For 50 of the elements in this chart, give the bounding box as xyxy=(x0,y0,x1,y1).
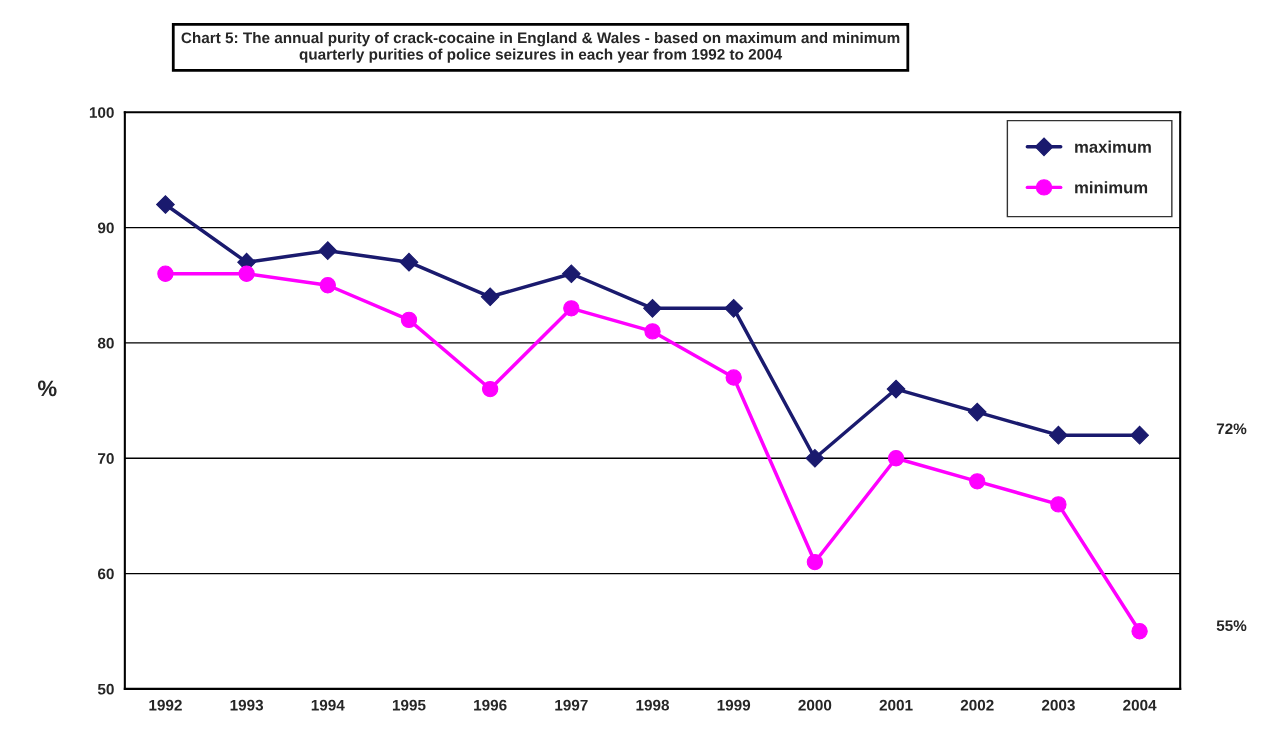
point xyxy=(643,298,662,318)
x-tick-label: 1997 xyxy=(555,699,588,711)
point xyxy=(1130,425,1149,445)
point xyxy=(644,323,661,340)
point xyxy=(400,311,418,329)
legend-label: minimum xyxy=(1075,181,1148,194)
point xyxy=(238,265,255,282)
point xyxy=(969,473,986,490)
point xyxy=(319,277,336,294)
x-tick-label: 1994 xyxy=(311,699,345,711)
point xyxy=(967,402,987,422)
x-tick-label: 1996 xyxy=(474,699,507,711)
point xyxy=(724,298,744,318)
x-tick-label: 2002 xyxy=(960,699,994,711)
point xyxy=(157,265,174,282)
point xyxy=(1049,425,1068,445)
point xyxy=(399,252,419,272)
point xyxy=(806,553,824,571)
y-axis-title: % xyxy=(37,380,57,397)
point xyxy=(561,264,581,284)
x-tick-label: 1993 xyxy=(230,699,264,711)
x-tick-label: 2004 xyxy=(1123,699,1157,711)
x-tick-label: 2000 xyxy=(798,699,832,711)
x-tick-label: 1998 xyxy=(636,699,670,711)
point xyxy=(886,379,906,399)
point xyxy=(805,448,825,468)
y-tick-label: 70 xyxy=(98,453,114,464)
point xyxy=(480,287,500,307)
x-tick-label: 1992 xyxy=(149,699,182,711)
text: 72% xyxy=(1216,423,1247,435)
point xyxy=(563,300,580,317)
x-tick-label: 1995 xyxy=(392,699,426,711)
point xyxy=(1050,496,1067,513)
y-tick-label: 100 xyxy=(89,107,114,118)
y-tick-label: 60 xyxy=(97,568,114,580)
y-tick-label: 90 xyxy=(97,222,114,234)
y-tick-label: 50 xyxy=(97,683,114,695)
legend-label: maximum xyxy=(1075,140,1151,153)
point xyxy=(887,450,905,467)
point xyxy=(725,369,742,386)
x-tick-label: 1999 xyxy=(717,699,751,711)
x-tick-label: 2003 xyxy=(1041,699,1075,711)
text: 55% xyxy=(1216,620,1247,632)
point xyxy=(481,380,499,398)
point xyxy=(156,195,175,214)
point xyxy=(318,241,338,261)
point xyxy=(1131,623,1148,640)
x-tick-label: 2001 xyxy=(879,699,913,711)
y-tick-label: 80 xyxy=(97,337,114,349)
chart-title: Chart 5: The annual purity of crack-cocaine in England & Wales - based on maximum and minimum quarterly purities of police seizures in each year from 1992 to 2004 xyxy=(181,32,900,63)
